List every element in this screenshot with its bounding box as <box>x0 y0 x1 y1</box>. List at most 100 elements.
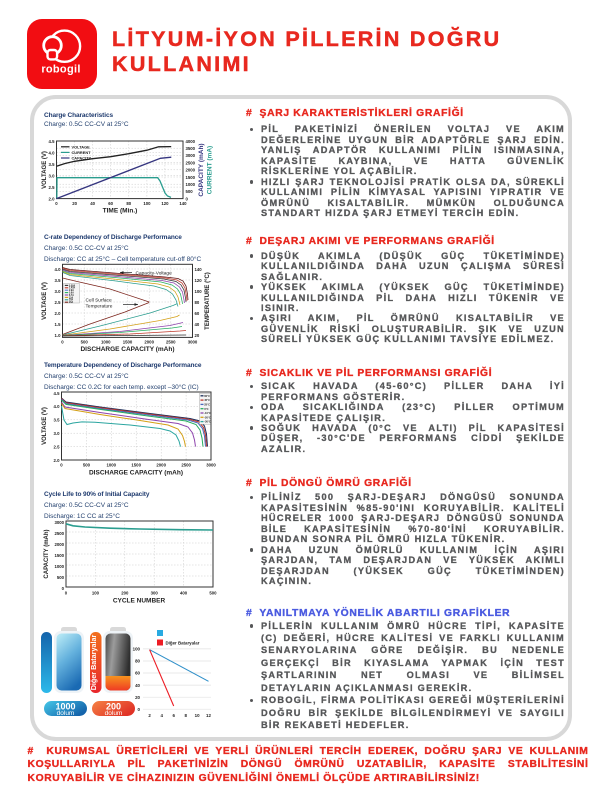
svg-text:2.9A: 2.9A <box>69 289 74 292</box>
svg-text:2.5: 2.5 <box>49 185 56 190</box>
svg-text:60: 60 <box>195 311 200 316</box>
svg-text:DISCHARGE CAPACITY (mAh): DISCHARGE CAPACITY (mAh) <box>80 346 174 353</box>
svg-text:1000: 1000 <box>107 463 117 468</box>
svg-text:2.0: 2.0 <box>55 311 62 316</box>
svg-text:60: 60 <box>135 671 140 676</box>
svg-text:VOLTAGE (V): VOLTAGE (V) <box>42 151 48 189</box>
svg-text:0: 0 <box>65 591 68 596</box>
svg-text:500: 500 <box>186 189 194 194</box>
svg-text:45°C: 45°C <box>204 398 210 402</box>
svg-text:1.0: 1.0 <box>55 333 62 338</box>
svg-text:2.0: 2.0 <box>49 196 56 201</box>
svg-text:Capacity-Voltage: Capacity-Voltage <box>136 271 173 277</box>
svg-text:1000: 1000 <box>54 564 64 569</box>
svg-text:2.5: 2.5 <box>55 300 62 305</box>
svg-text:100: 100 <box>92 591 100 596</box>
svg-text:DISCHARGE CAPACITY (mAh): DISCHARGE CAPACITY (mAh) <box>89 470 183 477</box>
svg-text:CAPACITY (mAh): CAPACITY (mAh) <box>198 143 205 196</box>
svg-text:5.8A: 5.8A <box>69 292 74 295</box>
svg-text:2.0: 2.0 <box>54 458 61 463</box>
svg-text:3000: 3000 <box>206 463 216 468</box>
svg-text:4.5: 4.5 <box>54 391 61 396</box>
svg-text:15A: 15A <box>69 296 74 299</box>
svg-text:3000: 3000 <box>54 520 64 525</box>
svg-text:0°C: 0°C <box>204 407 208 411</box>
svg-text:0: 0 <box>186 196 189 201</box>
svg-text:4.0: 4.0 <box>54 404 61 409</box>
svg-text:TIME (Min.): TIME (Min.) <box>103 208 138 215</box>
svg-text:26A: 26A <box>69 301 74 304</box>
svg-text:4: 4 <box>160 713 163 718</box>
svg-text:3000: 3000 <box>188 340 198 345</box>
svg-text:3.5: 3.5 <box>49 162 56 167</box>
svg-text:60°C: 60°C <box>204 394 210 398</box>
svg-text:100: 100 <box>133 647 141 652</box>
svg-text:2.5: 2.5 <box>54 444 61 449</box>
svg-text:400: 400 <box>180 591 188 596</box>
svg-text:20: 20 <box>195 333 200 338</box>
svg-text:300: 300 <box>151 591 159 596</box>
svg-text:0: 0 <box>61 340 64 345</box>
svg-text:80: 80 <box>195 300 200 305</box>
svg-text:1000: 1000 <box>101 340 111 345</box>
svg-text:Temperature: Temperature <box>86 304 113 310</box>
svg-text:1500: 1500 <box>123 340 133 345</box>
svg-text:Diğer Bataryalar: Diğer Bataryalar <box>89 635 98 691</box>
svg-text:20: 20 <box>135 695 140 700</box>
svg-text:0: 0 <box>138 707 141 712</box>
svg-text:2500: 2500 <box>166 340 176 345</box>
svg-text:-10°C: -10°C <box>204 411 211 415</box>
svg-text:200: 200 <box>106 702 121 712</box>
svg-text:0: 0 <box>55 201 58 206</box>
svg-text:2500: 2500 <box>181 463 191 468</box>
svg-text:140: 140 <box>195 267 203 272</box>
svg-text:8.7A: 8.7A <box>69 294 74 297</box>
svg-text:12: 12 <box>206 713 211 718</box>
svg-text:120: 120 <box>195 278 203 283</box>
svg-text:CYCLE NUMBER: CYCLE NUMBER <box>113 598 166 605</box>
svg-text:4.5: 4.5 <box>49 139 56 144</box>
svg-text:100: 100 <box>195 289 203 294</box>
svg-text:40: 40 <box>135 683 140 688</box>
svg-text:40: 40 <box>90 201 95 206</box>
svg-text:1000: 1000 <box>186 182 196 187</box>
svg-text:40: 40 <box>195 322 200 327</box>
svg-text:2000: 2000 <box>54 542 64 547</box>
svg-text:80: 80 <box>126 201 131 206</box>
svg-text:100: 100 <box>143 201 151 206</box>
svg-text:200: 200 <box>121 591 129 596</box>
svg-text:4.0: 4.0 <box>49 150 56 155</box>
svg-text:2: 2 <box>148 713 151 718</box>
svg-text:2500: 2500 <box>54 531 64 536</box>
svg-text:Diğer Bataryalar: Diğer Bataryalar <box>166 641 200 646</box>
svg-text:-30°C: -30°C <box>204 420 211 424</box>
svg-text:-20°C: -20°C <box>204 415 211 419</box>
svg-text:3500: 3500 <box>186 146 196 151</box>
svg-text:3.5: 3.5 <box>55 278 62 283</box>
svg-text:25°C: 25°C <box>204 403 210 407</box>
svg-text:20: 20 <box>72 201 77 206</box>
svg-text:0.58A: 0.58A <box>69 284 75 287</box>
svg-text:VOLTAGE (V): VOLTAGE (V) <box>42 282 48 320</box>
svg-text:4.0: 4.0 <box>55 267 62 272</box>
svg-text:8: 8 <box>184 713 187 718</box>
svg-text:CAPACITY (mAh): CAPACITY (mAh) <box>44 529 50 578</box>
svg-text:1000: 1000 <box>55 702 75 712</box>
svg-text:TEMPERATURE (°C): TEMPERATURE (°C) <box>205 272 211 330</box>
svg-text:10: 10 <box>195 713 200 718</box>
svg-text:2000: 2000 <box>144 340 154 345</box>
svg-text:3.5: 3.5 <box>54 418 61 423</box>
svg-text:60: 60 <box>108 201 113 206</box>
svg-text:CAPACITY: CAPACITY <box>72 156 92 161</box>
svg-text:20A: 20A <box>69 299 74 302</box>
svg-text:0: 0 <box>62 586 65 591</box>
svg-text:dolum: dolum <box>105 710 123 717</box>
svg-text:1500: 1500 <box>186 175 196 180</box>
svg-text:2000: 2000 <box>156 463 166 468</box>
svg-text:1500: 1500 <box>131 463 141 468</box>
svg-text:dolum: dolum <box>57 710 75 717</box>
svg-text:500: 500 <box>57 575 65 580</box>
svg-text:VOLTAGE: VOLTAGE <box>72 144 91 149</box>
svg-text:1.5: 1.5 <box>55 322 62 327</box>
svg-text:6: 6 <box>172 713 175 718</box>
